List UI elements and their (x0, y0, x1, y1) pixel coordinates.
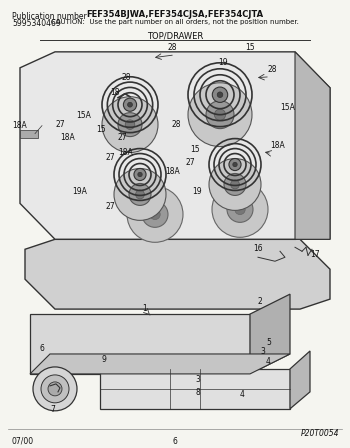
Circle shape (212, 181, 268, 237)
Text: 07/00: 07/00 (12, 437, 34, 446)
Circle shape (114, 168, 166, 220)
Circle shape (233, 162, 237, 167)
Text: 8: 8 (195, 388, 200, 397)
Text: 19: 19 (218, 58, 228, 67)
Circle shape (124, 98, 136, 111)
Text: 19: 19 (192, 187, 202, 196)
Text: 27: 27 (105, 152, 115, 162)
Circle shape (231, 180, 239, 189)
Text: 2: 2 (258, 297, 263, 306)
Circle shape (128, 102, 132, 107)
Text: 18A: 18A (12, 121, 27, 129)
Circle shape (129, 184, 151, 205)
Polygon shape (30, 314, 250, 374)
Circle shape (235, 204, 245, 215)
Circle shape (41, 375, 69, 403)
Circle shape (150, 209, 160, 220)
Text: 15A: 15A (76, 111, 91, 120)
Text: 18A: 18A (270, 141, 285, 150)
Text: 18A: 18A (60, 133, 75, 142)
Text: 15: 15 (190, 145, 199, 154)
Text: 6: 6 (40, 344, 45, 353)
Polygon shape (295, 52, 330, 239)
Polygon shape (290, 351, 310, 409)
Text: 4: 4 (266, 357, 271, 366)
Polygon shape (100, 369, 290, 409)
Text: FEF354BJWA,FEF354CJSA,FEF354CJTA: FEF354BJWA,FEF354CJSA,FEF354CJTA (86, 10, 264, 19)
Polygon shape (20, 52, 330, 239)
Circle shape (212, 87, 228, 103)
Text: 6: 6 (173, 437, 177, 446)
Text: 4: 4 (240, 390, 245, 399)
Text: 27: 27 (118, 133, 128, 142)
Text: 15: 15 (245, 43, 255, 52)
Text: 1: 1 (142, 304, 147, 313)
Circle shape (217, 92, 223, 98)
Text: TOP/DRAWER: TOP/DRAWER (147, 32, 203, 41)
Polygon shape (25, 239, 330, 309)
Text: 28: 28 (168, 43, 177, 52)
Text: 18A: 18A (118, 147, 133, 156)
Text: 7: 7 (50, 405, 55, 414)
Circle shape (215, 109, 226, 120)
Circle shape (134, 168, 146, 181)
Text: 19A: 19A (72, 187, 87, 196)
Circle shape (188, 83, 252, 146)
Text: 17: 17 (310, 250, 320, 259)
Text: 27: 27 (105, 202, 115, 211)
Circle shape (48, 382, 62, 396)
Text: 15A: 15A (280, 103, 295, 112)
Text: 15: 15 (96, 125, 106, 134)
Text: 5995340469: 5995340469 (12, 19, 61, 28)
Circle shape (138, 172, 142, 177)
Polygon shape (250, 294, 290, 374)
Circle shape (206, 101, 234, 129)
Circle shape (229, 159, 241, 171)
Text: 27: 27 (56, 120, 66, 129)
Text: 3: 3 (195, 375, 200, 384)
Circle shape (224, 173, 246, 195)
Text: P20T0054: P20T0054 (301, 429, 339, 438)
Text: 28: 28 (172, 120, 182, 129)
Text: CAUTION:  Use the part number on all orders, not the position number.: CAUTION: Use the part number on all orde… (51, 19, 299, 25)
Circle shape (127, 186, 183, 242)
Text: 9: 9 (102, 355, 107, 364)
Circle shape (209, 159, 261, 211)
Circle shape (102, 97, 158, 153)
Bar (20, 129, 38, 138)
Text: 28: 28 (268, 65, 278, 74)
Text: 16: 16 (253, 244, 262, 253)
Circle shape (118, 113, 142, 137)
Text: 18: 18 (110, 88, 119, 97)
Text: 27: 27 (186, 158, 196, 167)
Circle shape (135, 190, 145, 199)
Text: Publication number: Publication number (12, 12, 87, 21)
Text: 3: 3 (260, 347, 265, 356)
Circle shape (142, 202, 168, 227)
Text: 18A: 18A (165, 168, 180, 177)
Text: 5: 5 (266, 338, 271, 347)
Circle shape (33, 367, 77, 411)
Polygon shape (30, 354, 290, 374)
Text: 28: 28 (122, 73, 132, 82)
Circle shape (125, 120, 135, 129)
Circle shape (227, 196, 253, 222)
